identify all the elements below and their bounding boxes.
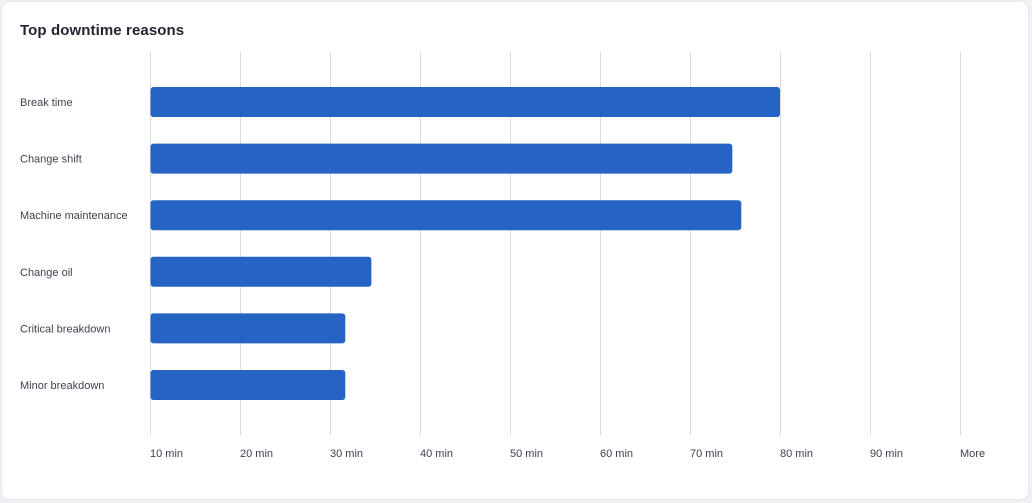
x-tick-label: 90 min — [870, 448, 903, 460]
x-tick-label: 10 min — [150, 448, 183, 460]
x-tick-label: 80 min — [780, 448, 813, 460]
bars: Break time Change shift Machine maintenanc… — [150, 87, 781, 400]
category-label: Minor breakdown — [20, 380, 104, 392]
category-label: Change oil — [20, 267, 73, 279]
bar[interactable]: Minor breakdown — [150, 370, 346, 400]
chart-title: Top downtime reasons — [20, 22, 185, 39]
category-label: Change shift — [20, 154, 82, 166]
category-label: Critical breakdown — [20, 323, 110, 335]
category-label: Machine maintenance — [20, 210, 128, 222]
bar[interactable]: Break time — [150, 87, 781, 117]
x-tick-label: 60 min — [600, 448, 633, 460]
bar[interactable]: Machine maintenance — [150, 200, 742, 231]
x-tick-label: 30 min — [330, 448, 363, 460]
bar[interactable]: Critical breakdown — [150, 313, 346, 344]
x-tick-label: 70 min — [690, 448, 723, 460]
x-tick-label: 20 min — [240, 448, 273, 460]
category-label: Break time — [20, 97, 73, 109]
bar[interactable]: Change shift — [150, 143, 733, 174]
bar[interactable]: Change oil — [150, 256, 372, 287]
x-tick-label: More — [960, 448, 985, 460]
x-tick-label: 50 min — [510, 448, 543, 460]
x-tick-label: 40 min — [420, 448, 453, 460]
